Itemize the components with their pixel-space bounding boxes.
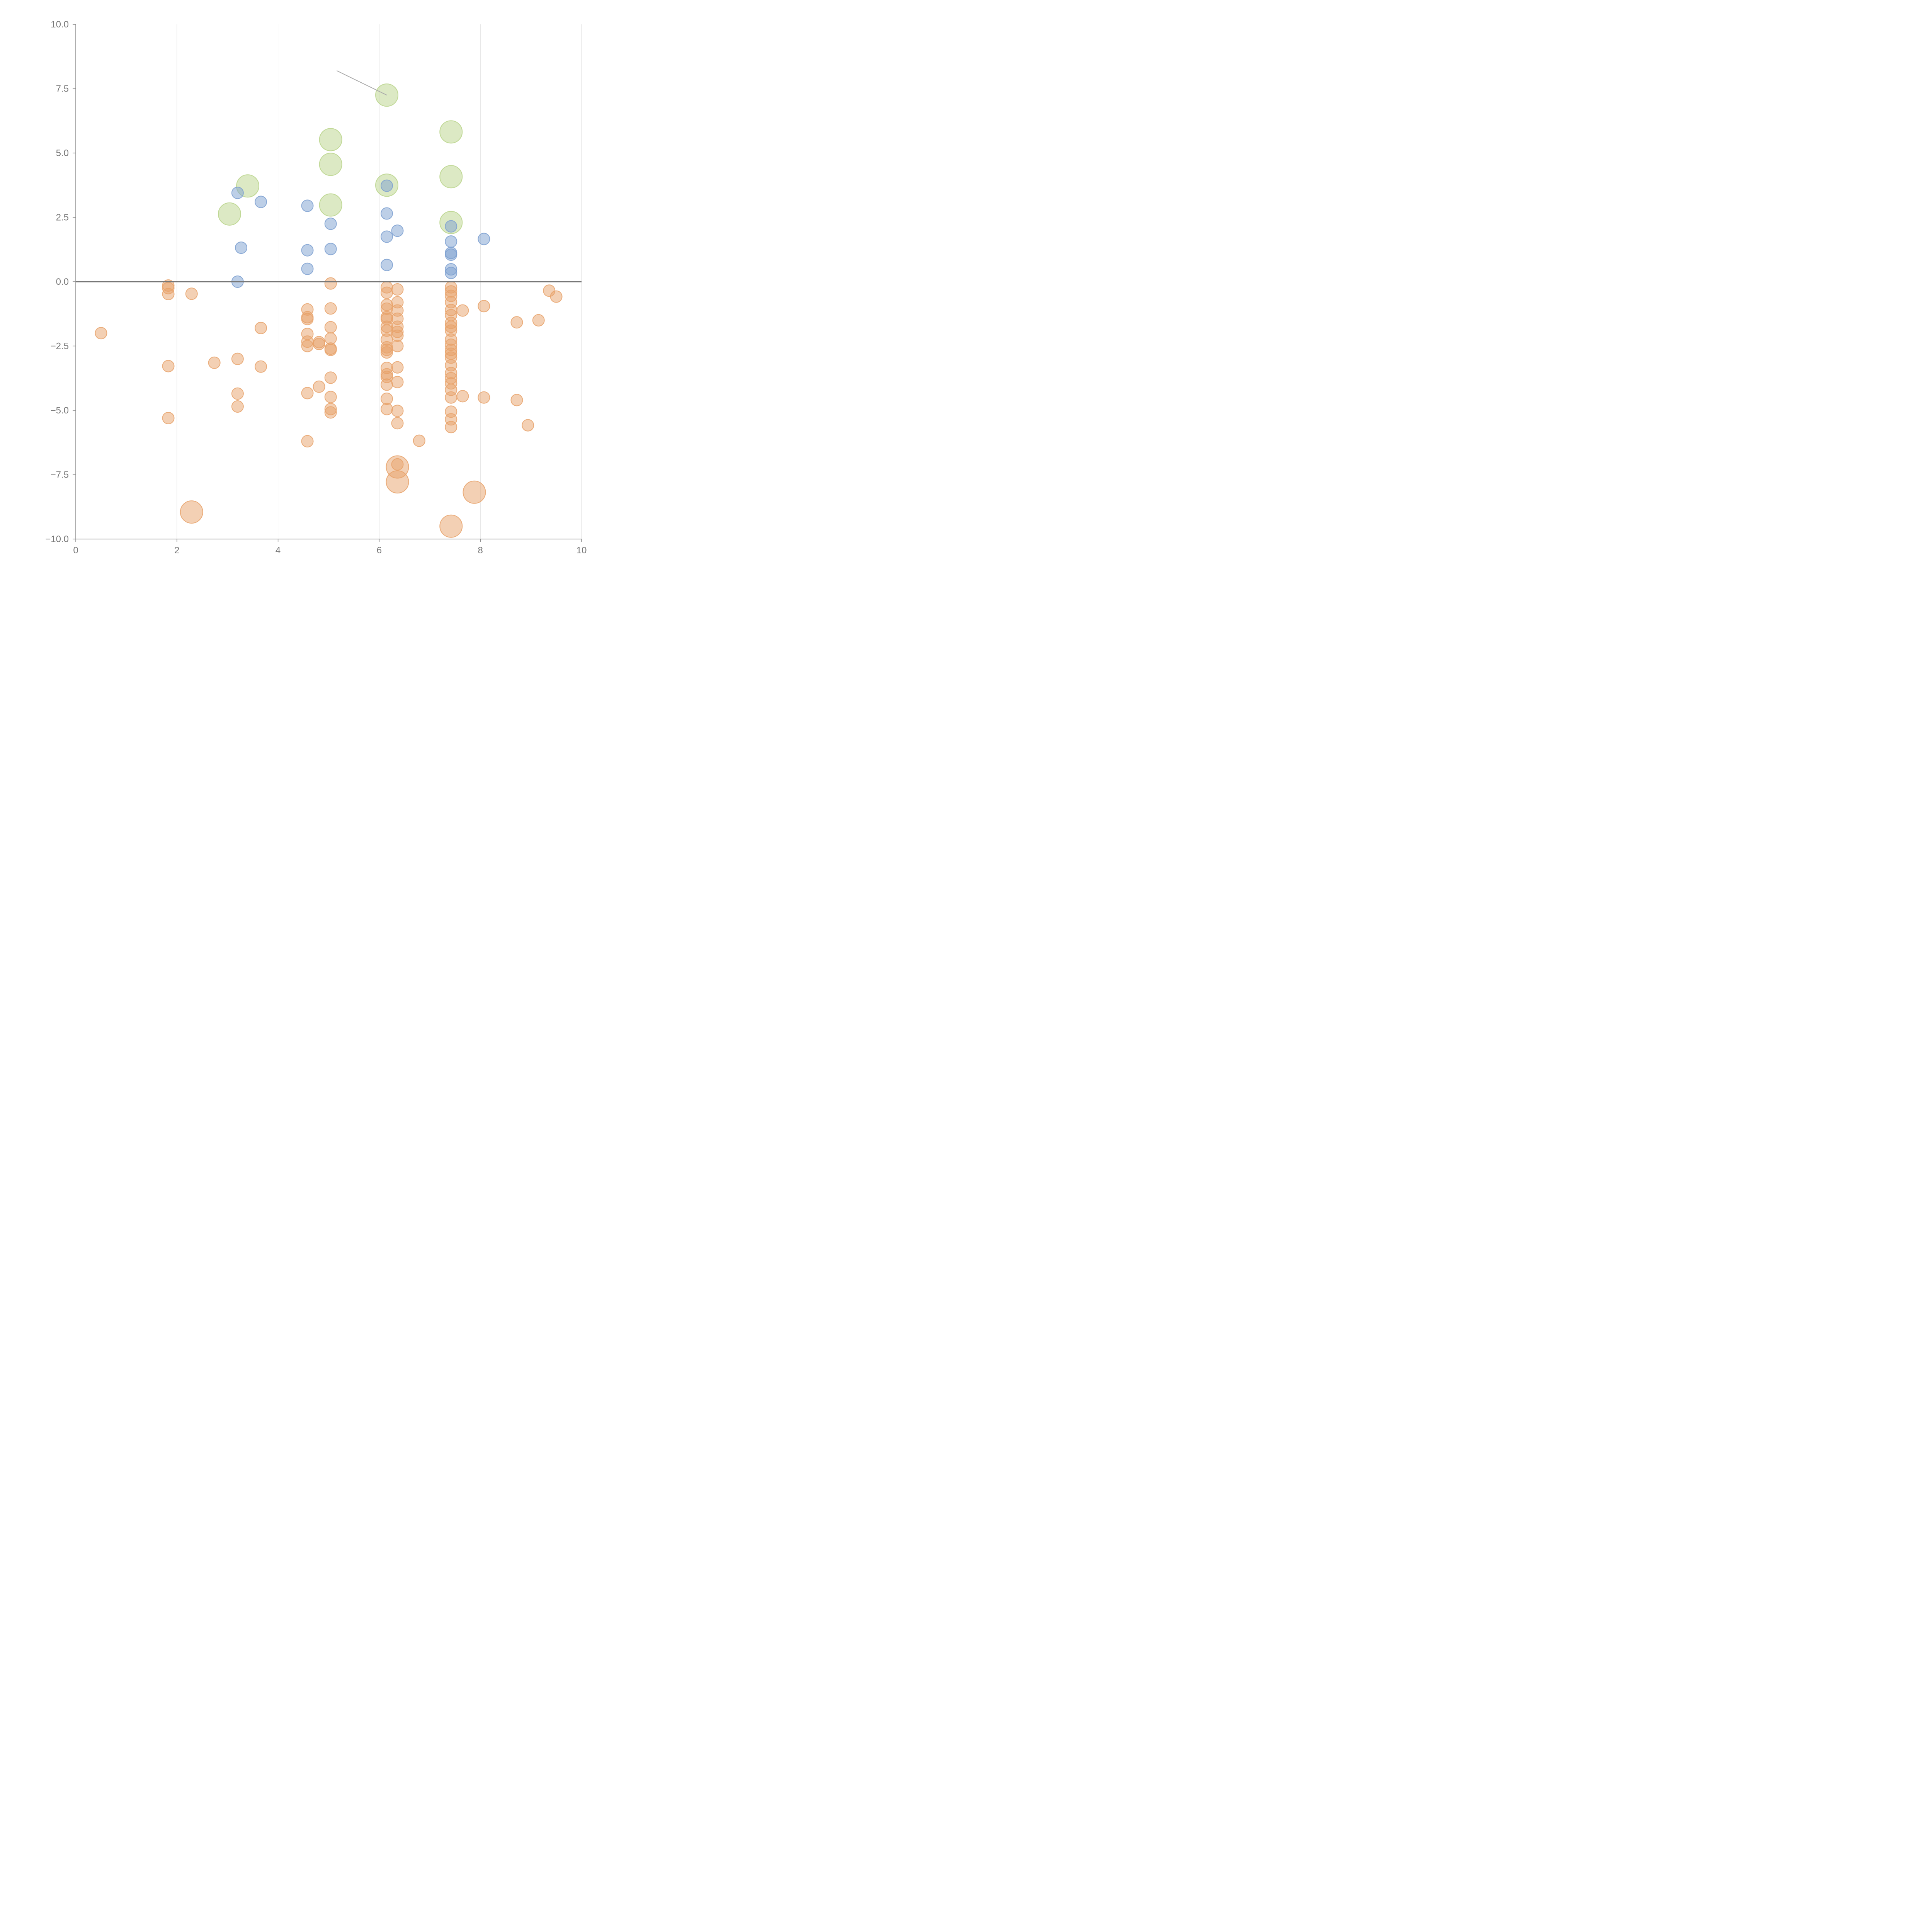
blue-point: [445, 220, 457, 233]
orange-point: [510, 316, 523, 329]
y-tick-label: −10.0: [45, 534, 69, 544]
blue-point: [478, 233, 490, 245]
orange-point: [478, 300, 490, 313]
x-axis-ticks: 0 2 4 6 8 10: [73, 539, 587, 556]
green-point: [439, 120, 463, 144]
y-tick-label: 7.5: [56, 84, 69, 94]
scatter-chart: 0 2 4 6 8 10 10.0 7.5 5.0 2.5 0.0 −2.5 −5.0 −7.5 −10.…: [45, 19, 587, 556]
orange-point: [324, 344, 337, 356]
orange-point: [231, 352, 244, 365]
orange-point: [208, 356, 221, 369]
blue-point: [324, 243, 337, 255]
orange-point: [391, 283, 404, 296]
orange-point: [391, 458, 404, 471]
orange-large-point: [386, 470, 409, 494]
orange-point: [162, 412, 175, 424]
orange-point: [324, 406, 337, 419]
x-tick-label: 6: [377, 545, 382, 556]
x-tick-label: 10: [577, 545, 587, 556]
orange-large-point: [180, 500, 203, 524]
orange-point: [231, 400, 244, 413]
orange-point: [381, 378, 393, 391]
orange-point: [185, 287, 198, 300]
orange-point: [532, 314, 545, 327]
blue-point: [301, 262, 314, 275]
orange-point: [324, 391, 337, 403]
orange-point: [301, 387, 314, 400]
y-tick-label: 0.0: [56, 277, 69, 287]
blue-point: [231, 187, 244, 199]
x-tick-label: 2: [174, 545, 179, 556]
orange-point: [445, 421, 457, 434]
y-tick-label: −2.5: [51, 341, 69, 352]
green-point: [439, 165, 463, 189]
y-axis-ticks: 10.0 7.5 5.0 2.5 0.0 −2.5 −5.0 −7.5 −10.0: [45, 19, 76, 544]
orange-point: [413, 434, 425, 447]
orange-point: [301, 435, 314, 447]
orange-point: [391, 329, 404, 342]
orange-point: [301, 340, 314, 352]
orange-point: [522, 419, 534, 432]
blue-point: [324, 218, 337, 230]
orange-point: [391, 376, 404, 388]
green-point: [319, 153, 342, 176]
blue-point: [445, 248, 457, 261]
orange-point: [550, 290, 563, 303]
orange-point: [381, 393, 393, 405]
orange-point: [162, 287, 175, 300]
y-tick-label: −7.5: [51, 470, 69, 480]
orange-point: [381, 403, 393, 415]
orange-point: [391, 361, 404, 374]
y-tick-label: 10.0: [51, 19, 69, 30]
blue-point: [235, 242, 248, 254]
orange-point: [162, 360, 175, 372]
x-tick-label: 8: [478, 545, 483, 556]
orange-point: [391, 417, 404, 430]
y-tick-label: 2.5: [56, 213, 69, 223]
orange-point: [381, 286, 393, 299]
x-tick-label: 4: [276, 545, 281, 556]
annotation-leader-line: [337, 70, 387, 96]
blue-point: [381, 259, 393, 271]
orange-point: [324, 277, 337, 290]
orange-point: [478, 391, 490, 404]
blue-point: [301, 244, 314, 257]
blue-point: [381, 207, 393, 220]
orange-point: [231, 387, 244, 400]
orange-point: [95, 327, 107, 340]
y-tick-label: 5.0: [56, 148, 69, 158]
green-point: [319, 128, 342, 151]
orange-large-point: [439, 514, 463, 538]
orange-point: [391, 405, 404, 417]
orange-point: [324, 371, 337, 384]
orange-point: [456, 390, 469, 403]
orange-point: [456, 304, 469, 317]
blue-point: [391, 224, 404, 237]
orange-point: [381, 346, 393, 359]
orange-point: [313, 338, 325, 350]
orange-point: [510, 394, 523, 406]
orange-point: [324, 321, 337, 333]
blue-point: [381, 179, 393, 192]
orange-point: [445, 391, 457, 404]
blue-point: [445, 267, 457, 279]
y-tick-label: −5.0: [51, 405, 69, 416]
orange-point: [301, 313, 314, 325]
orange-point: [391, 340, 404, 352]
green-point: [218, 202, 241, 226]
orange-large-point: [463, 480, 486, 504]
orange-point: [255, 360, 267, 373]
green-point: [319, 193, 342, 217]
blue-point: [445, 235, 457, 248]
x-tick-label: 0: [73, 545, 78, 556]
blue-point: [381, 230, 393, 243]
blue-point: [301, 199, 314, 212]
orange-point: [255, 321, 267, 334]
data-points: [95, 83, 563, 538]
orange-point: [324, 302, 337, 315]
blue-point: [255, 196, 267, 208]
orange-point: [313, 380, 325, 393]
